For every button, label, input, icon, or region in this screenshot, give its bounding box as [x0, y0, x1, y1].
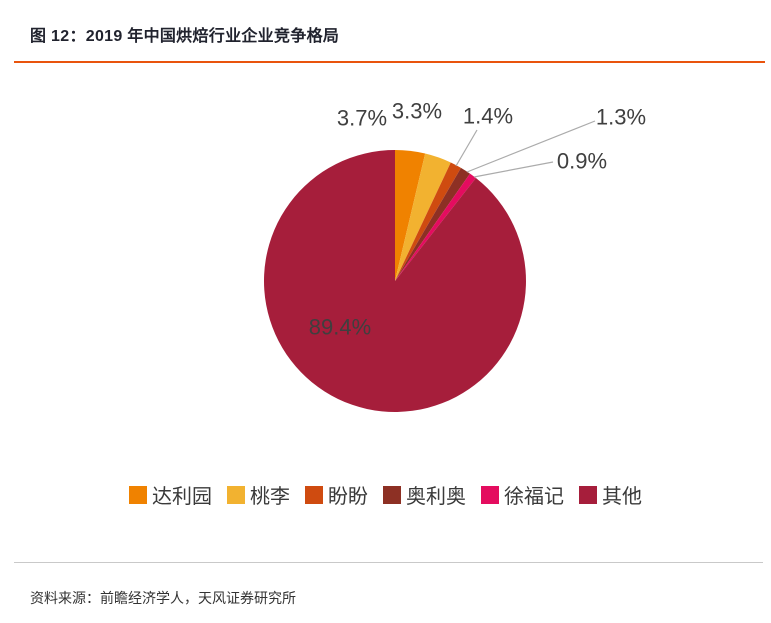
title-divider	[14, 61, 765, 63]
legend-item: 其他	[579, 480, 642, 509]
legend-label: 奥利奥	[406, 486, 466, 508]
legend-label: 徐福记	[504, 486, 564, 508]
legend-swatch	[579, 485, 597, 504]
legend-swatch	[129, 485, 147, 504]
legend-item: 达利园	[129, 480, 212, 509]
pie-slice	[395, 153, 451, 281]
pie-value-label: 1.4%	[463, 104, 513, 129]
figure-title: 图 12：2019 年中国烘焙行业企业竞争格局	[30, 28, 340, 45]
legend-label: 其他	[602, 486, 642, 508]
legend-swatch	[227, 485, 245, 504]
pie-slice	[395, 162, 461, 281]
pie-chart: 3.7% 3.3% 1.4% 1.3% 0.9% 89.4%	[263, 99, 646, 412]
pie-slice	[263, 149, 526, 412]
legend-swatch	[383, 485, 401, 504]
label-leader-line	[455, 129, 478, 167]
legend-item: 徐福记	[481, 480, 564, 509]
footer-divider	[14, 562, 763, 563]
legend-item: 桃李	[227, 480, 290, 509]
legend-swatch	[305, 485, 323, 504]
legend-label: 桃李	[250, 486, 290, 508]
legend-label: 达利园	[152, 486, 212, 508]
legend: 达利园 桃李 盼盼 奥利奥 徐福记 其他	[0, 480, 771, 509]
legend-swatch	[481, 485, 499, 504]
legend-item: 奥利奥	[383, 480, 466, 509]
pie-slice	[395, 150, 426, 281]
pie-value-label: 3.3%	[392, 99, 442, 124]
label-leader-line	[473, 161, 554, 178]
pie-slice	[395, 173, 476, 281]
legend-label: 盼盼	[328, 486, 368, 508]
pie-value-label: 1.3%	[596, 105, 646, 130]
pie-value-label: 89.4%	[309, 315, 371, 340]
pie-slice	[395, 167, 470, 281]
source-note: 资料来源：前瞻经济学人，天风证券研究所	[30, 590, 296, 606]
pie-value-label: 3.7%	[337, 106, 387, 131]
legend-item: 盼盼	[305, 480, 368, 509]
label-leader-line	[466, 120, 596, 173]
pie-value-label: 0.9%	[557, 149, 607, 174]
